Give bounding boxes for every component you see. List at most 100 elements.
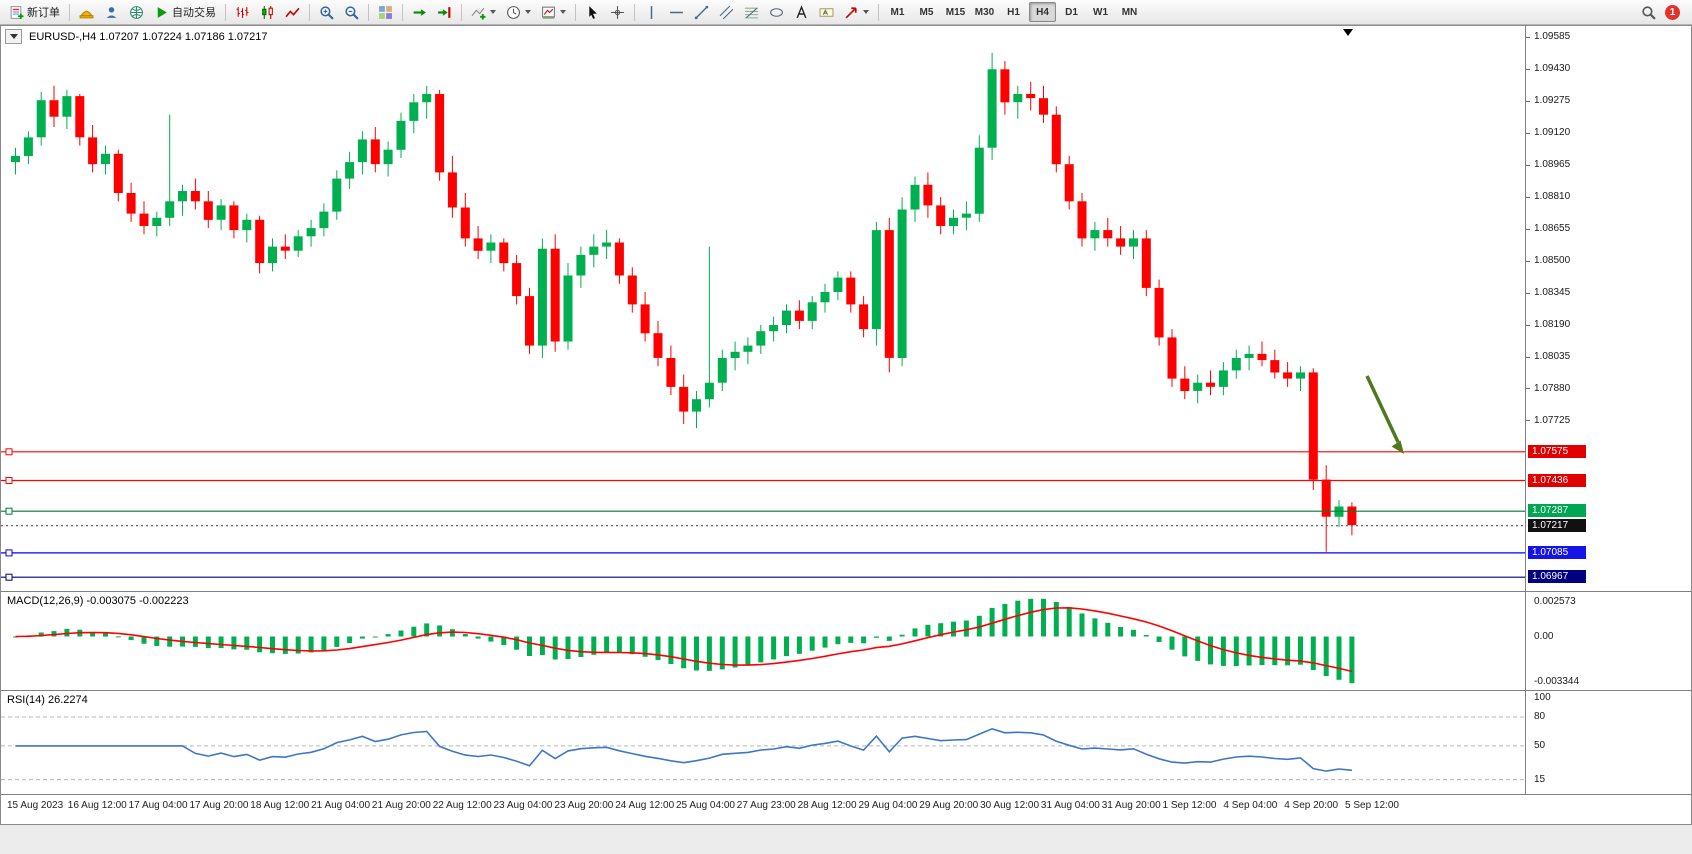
rsi-axis-label: 100 [1534, 691, 1551, 703]
panel-separator[interactable] [1, 690, 1691, 691]
rsi-axis[interactable]: 100 80 50 15 [1525, 691, 1691, 794]
price-tick-label: 1.08345 [1534, 287, 1571, 298]
hline-handle[interactable] [5, 573, 13, 581]
fibonacci-icon [745, 7, 758, 18]
shapes-button[interactable] [765, 2, 788, 22]
shapes-icon [770, 7, 783, 17]
rsi-label: RSI(14) 26.2274 [7, 694, 88, 706]
annotation-arrow[interactable] [1365, 375, 1404, 454]
macd-axis[interactable]: 0.002573 0.00 -0.003344 [1525, 592, 1691, 690]
dropdown-caret-icon [525, 10, 531, 14]
tile-windows-button[interactable] [374, 2, 397, 22]
text-button[interactable] [790, 2, 813, 22]
horizontal-line-button[interactable] [665, 2, 688, 22]
line-chart-button[interactable] [281, 2, 304, 22]
toolbar-separator [225, 3, 226, 21]
arrow-icon [845, 6, 857, 18]
price-tick-label: 1.08190 [1534, 319, 1571, 330]
indicators-button[interactable] [467, 2, 500, 22]
panel-separator[interactable] [1, 591, 1691, 592]
vertical-line-button[interactable] [640, 2, 663, 22]
bar-chart-button[interactable] [231, 2, 254, 22]
tile-windows-icon [379, 5, 392, 19]
auto-scroll-button[interactable] [408, 2, 431, 22]
templates-button[interactable] [537, 2, 570, 22]
arrows-button[interactable] [840, 2, 873, 22]
symbol-ohlc-label: EURUSD-,H4 1.07207 1.07224 1.07186 1.072… [29, 30, 268, 43]
rsi-panel[interactable] [1, 691, 1525, 794]
price-tick-label: 1.07880 [1534, 382, 1571, 394]
hline-handle[interactable] [5, 507, 13, 515]
profile-button[interactable] [75, 2, 98, 22]
time-label: 4 Sep 04:00 [1223, 800, 1278, 811]
zoom-in-icon [320, 5, 334, 20]
timeframe-m1-button[interactable]: M1 [884, 2, 911, 22]
price-tag: 1.07575 [1528, 444, 1586, 458]
chart-window[interactable]: EURUSD-,H4 1.07207 1.07224 1.07186 1.072… [0, 25, 1692, 825]
timeframe-h1-button[interactable]: H1 [1000, 2, 1027, 22]
timeframe-d1-button[interactable]: D1 [1058, 2, 1085, 22]
text-label-button[interactable] [815, 2, 838, 22]
equidistant-channel-button[interactable] [715, 2, 738, 22]
hline-handle[interactable] [5, 477, 13, 484]
axis-tick-mark [1526, 260, 1530, 262]
chart-shift-button[interactable] [433, 2, 456, 22]
chart-shift-marker[interactable] [1343, 29, 1353, 36]
axis-tick-mark [1526, 36, 1530, 38]
timeframe-h4-button[interactable]: H4 [1029, 2, 1056, 22]
trendline-button[interactable] [690, 2, 713, 22]
timeframe-m15-button[interactable]: M15 [942, 2, 969, 22]
dropdown-caret-icon [490, 10, 496, 14]
price-tag: 1.07217 [1528, 518, 1586, 532]
new-order-button[interactable]: 新订单 [5, 2, 64, 22]
play-icon [157, 6, 167, 18]
hline-handle[interactable] [5, 448, 13, 456]
panel-separator[interactable] [1, 794, 1691, 795]
candle-chart-icon [262, 5, 273, 19]
time-label: 30 Aug 12:00 [980, 800, 1040, 811]
toolbar-separator [69, 3, 70, 21]
market-watch-button[interactable] [100, 2, 123, 22]
new-order-label: 新订单 [27, 7, 60, 19]
search-button[interactable] [1637, 2, 1660, 22]
rsi-line [15, 727, 1352, 772]
macd-panel[interactable] [1, 592, 1525, 690]
price-axis[interactable]: 1.09585 1.09430 1.09275 1.09120 1.08965 1.088… [1525, 26, 1691, 591]
time-label: 22 Aug 12:00 [432, 800, 492, 811]
crosshair-button[interactable] [606, 2, 629, 22]
timeframe-mn-button[interactable]: MN [1116, 2, 1143, 22]
candlestick-chart-button[interactable] [256, 2, 279, 22]
auto-trading-button[interactable]: 自动交易 [150, 2, 220, 22]
one-click-collapse-button[interactable] [5, 29, 22, 44]
bar-chart-icon [236, 6, 249, 18]
hat-icon [79, 10, 94, 18]
timeframe-w1-button[interactable]: W1 [1087, 2, 1114, 22]
community-button[interactable] [125, 2, 148, 22]
zoom-in-button[interactable] [315, 2, 338, 22]
toolbar-separator [309, 3, 310, 21]
notification-badge[interactable]: 1 [1665, 4, 1680, 20]
search-icon [1642, 5, 1656, 20]
timeframe-m5-button[interactable]: M5 [913, 2, 940, 22]
zoom-out-button[interactable] [340, 2, 363, 22]
rsi-axis-label: 15 [1534, 773, 1546, 785]
toolbar: 新订单 自动交易 M1 M5 M15 M30 H1 H4 D1 W1 MN 1 [0, 0, 1692, 25]
price-tick-label: 1.08965 [1534, 159, 1571, 171]
rsi-axis-label: 50 [1534, 739, 1546, 751]
hline-handle[interactable] [5, 549, 13, 557]
time-label: 15 Aug 2023 [7, 800, 64, 811]
cursor-button[interactable] [581, 2, 604, 22]
periods-button[interactable] [502, 2, 535, 22]
time-label: 28 Aug 12:00 [797, 800, 857, 811]
timeframe-m30-button[interactable]: M30 [971, 2, 998, 22]
time-axis[interactable]: 15 Aug 2023 16 Aug 12:00 17 Aug 04:00 17 Au… [1, 795, 1691, 824]
rsi-axis-label: 80 [1534, 711, 1546, 722]
time-label: 4 Sep 20:00 [1284, 800, 1339, 811]
main-price-chart[interactable] [1, 26, 1525, 591]
text-icon [796, 4, 807, 18]
price-tick-label: 1.08035 [1534, 351, 1571, 362]
time-label: 16 Aug 12:00 [67, 800, 127, 811]
fibonacci-button[interactable] [740, 2, 763, 22]
axis-tick-mark [1526, 292, 1530, 294]
time-label: 5 Sep 12:00 [1345, 800, 1399, 811]
